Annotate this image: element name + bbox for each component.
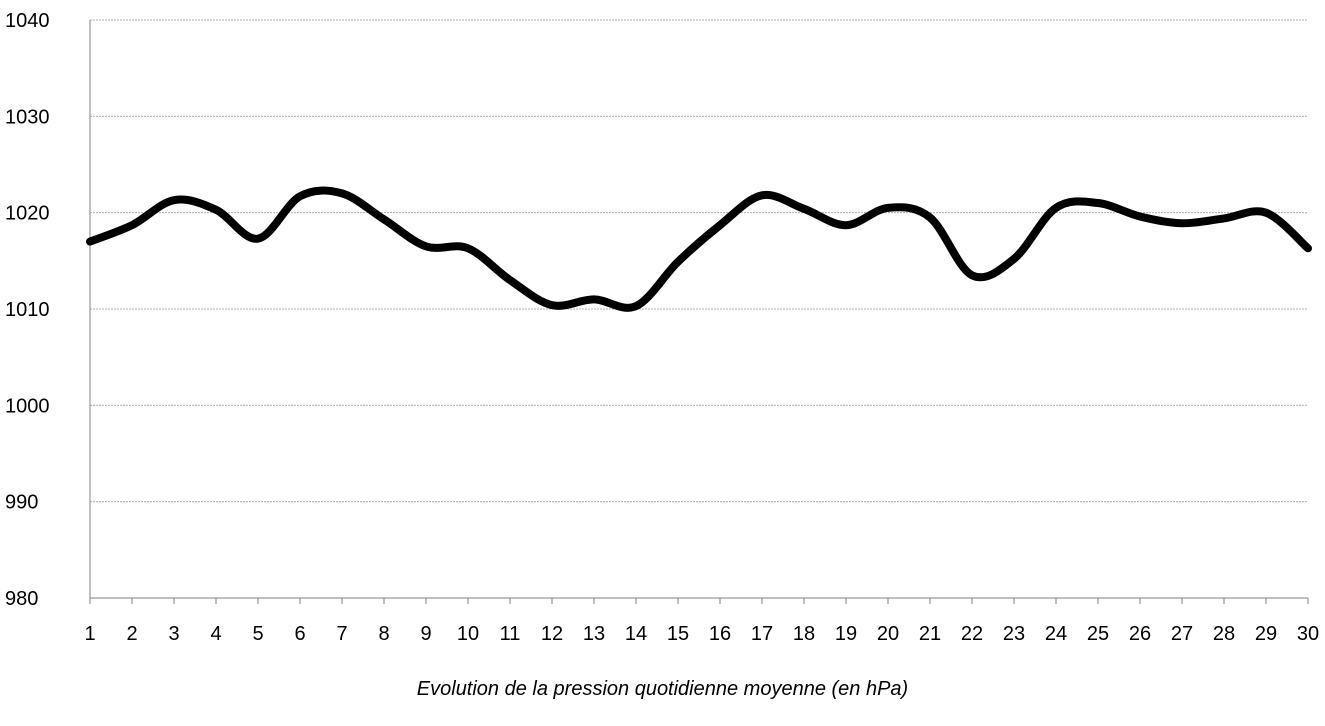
x-tick-labels: 1 2 3 4 5 6 7 8 9 10 11 12 13 14 15 16 17 18 19 20 21 22 23 24 2… xyxy=(84,623,1319,645)
data-point xyxy=(170,196,178,204)
data-point xyxy=(422,242,430,250)
data-point xyxy=(968,271,976,279)
data-point xyxy=(254,235,262,243)
y-tick-label: 1000 xyxy=(5,395,50,417)
data-point xyxy=(1010,255,1018,263)
data-point xyxy=(212,206,220,214)
x-tick-label: 21 xyxy=(919,623,941,645)
x-tick-label: 30 xyxy=(1297,623,1319,645)
x-tick-label: 27 xyxy=(1171,623,1193,645)
data-point xyxy=(674,258,682,266)
data-point xyxy=(1220,214,1228,222)
x-tick-label: 11 xyxy=(500,623,521,645)
x-tick-label: 9 xyxy=(420,623,431,645)
x-tick-label: 25 xyxy=(1087,623,1109,645)
axes xyxy=(89,20,1309,604)
y-tick-label: 1040 xyxy=(5,10,50,32)
y-tick-label: 1010 xyxy=(5,299,50,321)
x-tick-label: 6 xyxy=(294,623,305,645)
data-point xyxy=(296,192,304,200)
data-point xyxy=(926,213,934,221)
x-tick-label: 15 xyxy=(667,623,689,645)
data-point xyxy=(884,204,892,212)
x-tick-label: 12 xyxy=(541,623,563,645)
x-tick-label: 3 xyxy=(168,623,179,645)
data-point xyxy=(716,221,724,229)
data-point xyxy=(380,215,388,223)
x-tick-label: 1 xyxy=(84,623,95,645)
x-tick-label: 2 xyxy=(126,623,137,645)
data-point xyxy=(128,221,136,229)
x-tick-label: 26 xyxy=(1129,623,1151,645)
data-point xyxy=(1178,219,1186,227)
x-tick-label: 8 xyxy=(378,623,389,645)
x-tick-label: 5 xyxy=(252,623,263,645)
data-point xyxy=(1052,204,1060,212)
data-point xyxy=(464,244,472,252)
y-tick-label: 1030 xyxy=(5,106,50,128)
data-point xyxy=(548,301,556,309)
x-tick-label: 22 xyxy=(961,623,983,645)
data-point xyxy=(1136,213,1144,221)
x-tick-label: 24 xyxy=(1045,623,1067,645)
series-line xyxy=(86,186,1312,312)
x-tick-label: 28 xyxy=(1213,623,1235,645)
x-tick-label: 23 xyxy=(1003,623,1025,645)
x-tick-label: 14 xyxy=(625,623,647,645)
x-tick-label: 7 xyxy=(336,623,347,645)
chart-caption: Evolution de la pression quotidienne moy… xyxy=(416,678,909,700)
series-layer xyxy=(86,186,1312,312)
x-tick-label: 13 xyxy=(583,623,605,645)
x-tick-label: 19 xyxy=(835,623,857,645)
data-point xyxy=(632,302,640,310)
data-point xyxy=(1094,199,1102,207)
x-tick-label: 4 xyxy=(210,623,221,645)
x-tick-label: 20 xyxy=(877,623,899,645)
x-tick-label: 16 xyxy=(709,623,731,645)
data-point xyxy=(1262,209,1270,217)
gridlines xyxy=(90,19,1308,503)
data-point xyxy=(506,276,514,284)
y-tick-label: 990 xyxy=(5,492,38,514)
y-tick-label: 980 xyxy=(5,588,38,610)
data-point xyxy=(758,191,766,199)
y-tick-labels: 980 990 1000 1010 1020 1030 1040 xyxy=(5,10,50,610)
x-tick-label: 10 xyxy=(457,623,479,645)
data-point xyxy=(842,221,850,229)
data-point xyxy=(338,189,346,197)
data-point xyxy=(800,205,808,213)
x-tick-label: 17 xyxy=(751,623,773,645)
data-point xyxy=(1304,244,1312,252)
x-tick-label: 18 xyxy=(793,623,815,645)
data-point xyxy=(590,295,598,303)
data-point xyxy=(86,238,94,246)
x-tick-label: 29 xyxy=(1255,623,1277,645)
y-tick-label: 1020 xyxy=(5,203,50,225)
